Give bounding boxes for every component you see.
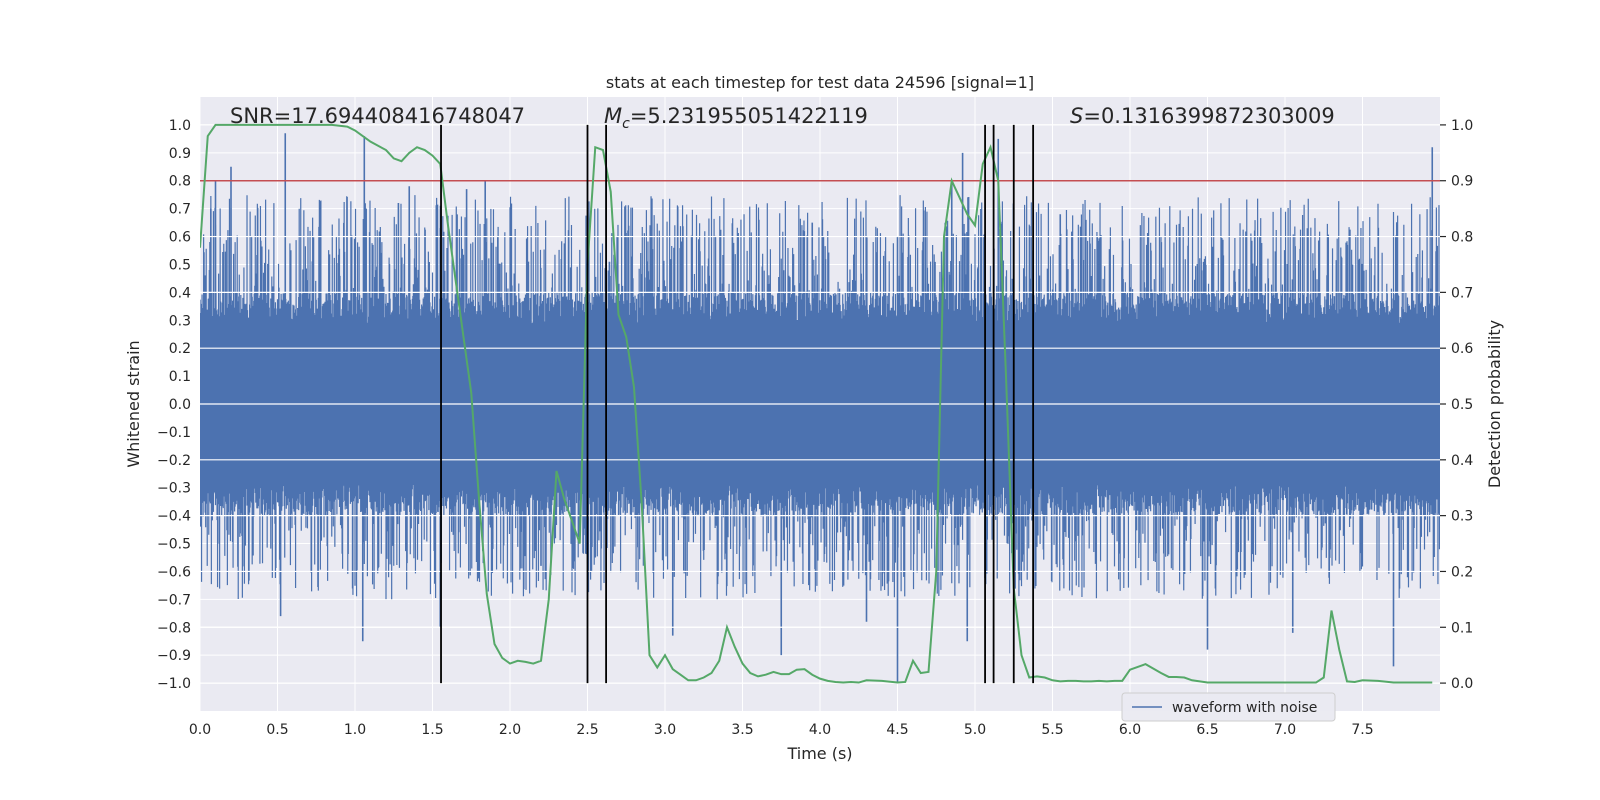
y-left-tick-label: 0.2 xyxy=(169,341,191,357)
x-tick-label: 6.5 xyxy=(1196,722,1218,738)
legend-box xyxy=(1121,692,1336,722)
snr-label: SNR= xyxy=(230,104,291,128)
y-axis-right-title: Detection probability xyxy=(1485,320,1504,488)
y-left-tick-label: −0.4 xyxy=(157,509,191,525)
x-tick-label: 3.0 xyxy=(654,722,676,738)
mc-annotation: Mc=5.231955051422119 xyxy=(604,104,868,132)
y-axis-left-title: Whitened strain xyxy=(124,340,143,467)
x-tick-label: 2.5 xyxy=(576,722,598,738)
mc-label: M xyxy=(604,104,622,128)
y-right-tick-label: 0.3 xyxy=(1451,509,1473,525)
y-axis-left-ticks: 1.0 0.9 0.8 0.7 0.6 0.5 0.4 0.3 0.2 0.1 0.0 −0.1 −0.… xyxy=(157,118,191,692)
y-left-tick-label: −0.7 xyxy=(157,592,191,608)
x-tick-label: 4.5 xyxy=(886,722,908,738)
s-label: S xyxy=(1070,104,1083,128)
y-left-tick-label: 0.4 xyxy=(169,285,191,301)
y-left-tick-label: 0.8 xyxy=(169,174,191,190)
y-left-tick-label: −0.9 xyxy=(157,648,191,664)
y-left-tick-label: 1.0 xyxy=(169,118,191,134)
y-left-tick-label: −0.3 xyxy=(157,481,191,497)
x-tick-label: 0.0 xyxy=(189,722,211,738)
legend: waveform with noise xyxy=(1121,692,1336,722)
y-right-tick-label: 0.9 xyxy=(1451,174,1473,190)
waveform-line xyxy=(200,195,1440,600)
x-tick-label: 2.0 xyxy=(499,722,521,738)
x-axis-title: Time (s) xyxy=(786,744,852,763)
detection-probability-series xyxy=(200,123,1433,684)
snr-value: 17.694408416748047 xyxy=(291,104,525,128)
y-left-tick-label: 0.0 xyxy=(169,397,191,413)
mc-subscript: c xyxy=(622,116,630,132)
y-right-tick-label: 0.2 xyxy=(1451,564,1473,580)
y-axis-right-ticks: 1.0 0.9 0.8 0.7 0.6 0.5 0.4 0.3 0.2 0.1 0.0 xyxy=(1440,118,1473,692)
legend-label-waveform: waveform with noise xyxy=(1172,700,1317,716)
mc-value: =5.231955051422119 xyxy=(630,104,868,128)
y-left-tick-label: 0.1 xyxy=(169,369,191,385)
detection-probability-line xyxy=(200,123,1433,684)
y-left-tick-label: 0.5 xyxy=(169,257,191,273)
y-left-tick-label: 0.6 xyxy=(169,230,191,246)
y-right-tick-label: 0.5 xyxy=(1451,397,1473,413)
y-left-tick-label: −0.6 xyxy=(157,564,191,580)
event-lines xyxy=(440,124,1035,684)
y-left-tick-label: 0.7 xyxy=(169,202,191,218)
y-left-tick-label: −0.5 xyxy=(157,537,191,553)
y-left-tick-label: 0.9 xyxy=(169,146,191,162)
x-tick-label: 6.0 xyxy=(1119,722,1141,738)
x-tick-label: 7.0 xyxy=(1274,722,1296,738)
x-tick-label: 5.5 xyxy=(1041,722,1063,738)
s-annotation: S=0.1316399872303009 xyxy=(1070,104,1335,128)
y-right-tick-label: 0.1 xyxy=(1451,620,1473,636)
right-grid xyxy=(200,124,1440,684)
x-tick-label: 3.5 xyxy=(731,722,753,738)
x-tick-label: 5.0 xyxy=(964,722,986,738)
snr-annotation: SNR=17.694408416748047 xyxy=(230,104,525,128)
y-left-tick-label: −1.0 xyxy=(157,676,191,692)
x-tick-label: 0.5 xyxy=(266,722,288,738)
y-right-tick-label: 0.6 xyxy=(1451,341,1473,357)
x-tick-label: 4.0 xyxy=(809,722,831,738)
x-tick-label: 7.5 xyxy=(1351,722,1373,738)
y-left-tick-label: 0.3 xyxy=(169,313,191,329)
x-tick-label: 1.5 xyxy=(421,722,443,738)
y-left-tick-label: −0.2 xyxy=(157,453,191,469)
y-left-tick-label: −0.8 xyxy=(157,620,191,636)
y-right-tick-label: 0.0 xyxy=(1451,676,1473,692)
chart-title: stats at each timestep for test data 245… xyxy=(606,73,1034,92)
y-right-tick-label: 0.4 xyxy=(1451,453,1473,469)
y-right-tick-label: 0.8 xyxy=(1451,230,1473,246)
y-right-tick-label: 1.0 xyxy=(1451,118,1473,134)
x-axis-ticks: 0.0 0.5 1.0 1.5 2.0 2.5 3.0 3.5 4.0 4.5 5.0 5.5 6.0 6… xyxy=(189,722,1374,738)
y-left-tick-label: −0.1 xyxy=(157,425,191,441)
x-tick-label: 1.0 xyxy=(344,722,366,738)
y-right-tick-label: 0.7 xyxy=(1451,285,1473,301)
s-value: =0.1316399872303009 xyxy=(1083,104,1334,128)
